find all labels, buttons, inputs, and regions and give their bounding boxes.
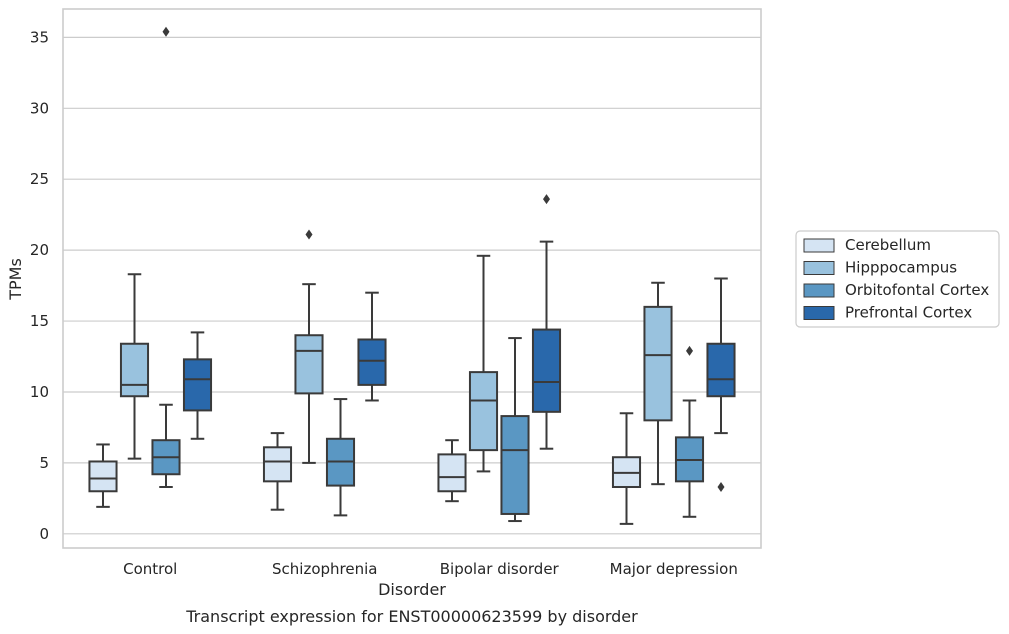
box-cerebellum-2 [437,439,467,503]
box-orbitofontal-cortex-1 [325,398,356,517]
box-marks [88,26,736,525]
legend-swatch [803,306,835,320]
legend-swatch [803,238,835,253]
box-hipppocampus-0 [119,273,150,460]
x-axis-ticks: Control Schizophrenia Bipolar disorder Majo… [123,560,738,578]
iqr-box [706,342,736,398]
iqr-box [294,334,324,395]
iqr-box [88,460,118,493]
box-orbitofontal-cortex-0 [151,26,181,489]
legend-entry-label: Cerebellum [845,236,931,254]
legend-entry-label: Prefrontal Cortex [845,304,972,322]
box-prefrontal-cortex-1 [357,291,387,402]
outlier-point [686,345,693,356]
legend-entry-label: Orbitofontal Cortex [845,281,989,299]
outlier-point [305,229,313,240]
box-orbitofontal-cortex-3 [674,345,705,518]
y-tick-label: 0 [39,525,49,543]
iqr-box [643,305,673,422]
iqr-box [531,328,562,413]
iqr-box [468,371,499,452]
box-prefrontal-cortex-2 [531,194,562,450]
legend-box [795,230,1000,328]
iqr-box [357,338,387,386]
y-tick-label: 20 [30,241,49,259]
y-tick-label: 25 [30,170,49,188]
y-tick-label: 30 [30,99,49,117]
box-hipppocampus-1 [294,229,324,464]
legend: Cerebellum Hipppocampus Orbitofontal Corte… [795,230,1000,328]
legend-entry-label: Hipppocampus [845,259,957,277]
box-cerebellum-0 [88,443,118,508]
box-cerebellum-1 [262,432,293,511]
x-tick-label: Control [123,560,177,578]
outlier-point [543,194,550,205]
plot-frame [62,8,762,549]
box-prefrontal-cortex-3 [706,277,736,493]
x-tick-label: Bipolar disorder [440,560,560,578]
iqr-box [262,446,293,483]
x-tick-label: Schizophrenia [272,560,377,578]
box-cerebellum-3 [611,412,642,525]
box-hipppocampus-3 [643,281,673,486]
y-tick-label: 5 [39,454,49,472]
iqr-box [182,358,213,412]
y-tick-label: 15 [30,312,49,330]
y-tick-label: 35 [30,28,49,46]
iqr-box [119,342,150,398]
y-axis-label: TPMs [6,258,25,301]
outlier-point [717,482,725,493]
iqr-box [500,415,530,515]
x-tick-label: Major depression [610,560,738,578]
outlier-point [162,26,170,37]
legend-swatch [803,283,835,298]
iqr-box [437,453,467,493]
x-axis-label: Disorder [378,580,446,599]
box-hipppocampus-2 [468,254,499,473]
box-prefrontal-cortex-0 [182,331,213,440]
y-axis-ticks: 0 5 10 15 20 25 30 35 [30,28,49,542]
box-orbitofontal-cortex-2 [500,337,530,523]
y-tick-label: 10 [30,383,49,401]
chart-caption: Transcript expression for ENST0000062359… [185,607,638,626]
legend-swatch [803,261,835,275]
